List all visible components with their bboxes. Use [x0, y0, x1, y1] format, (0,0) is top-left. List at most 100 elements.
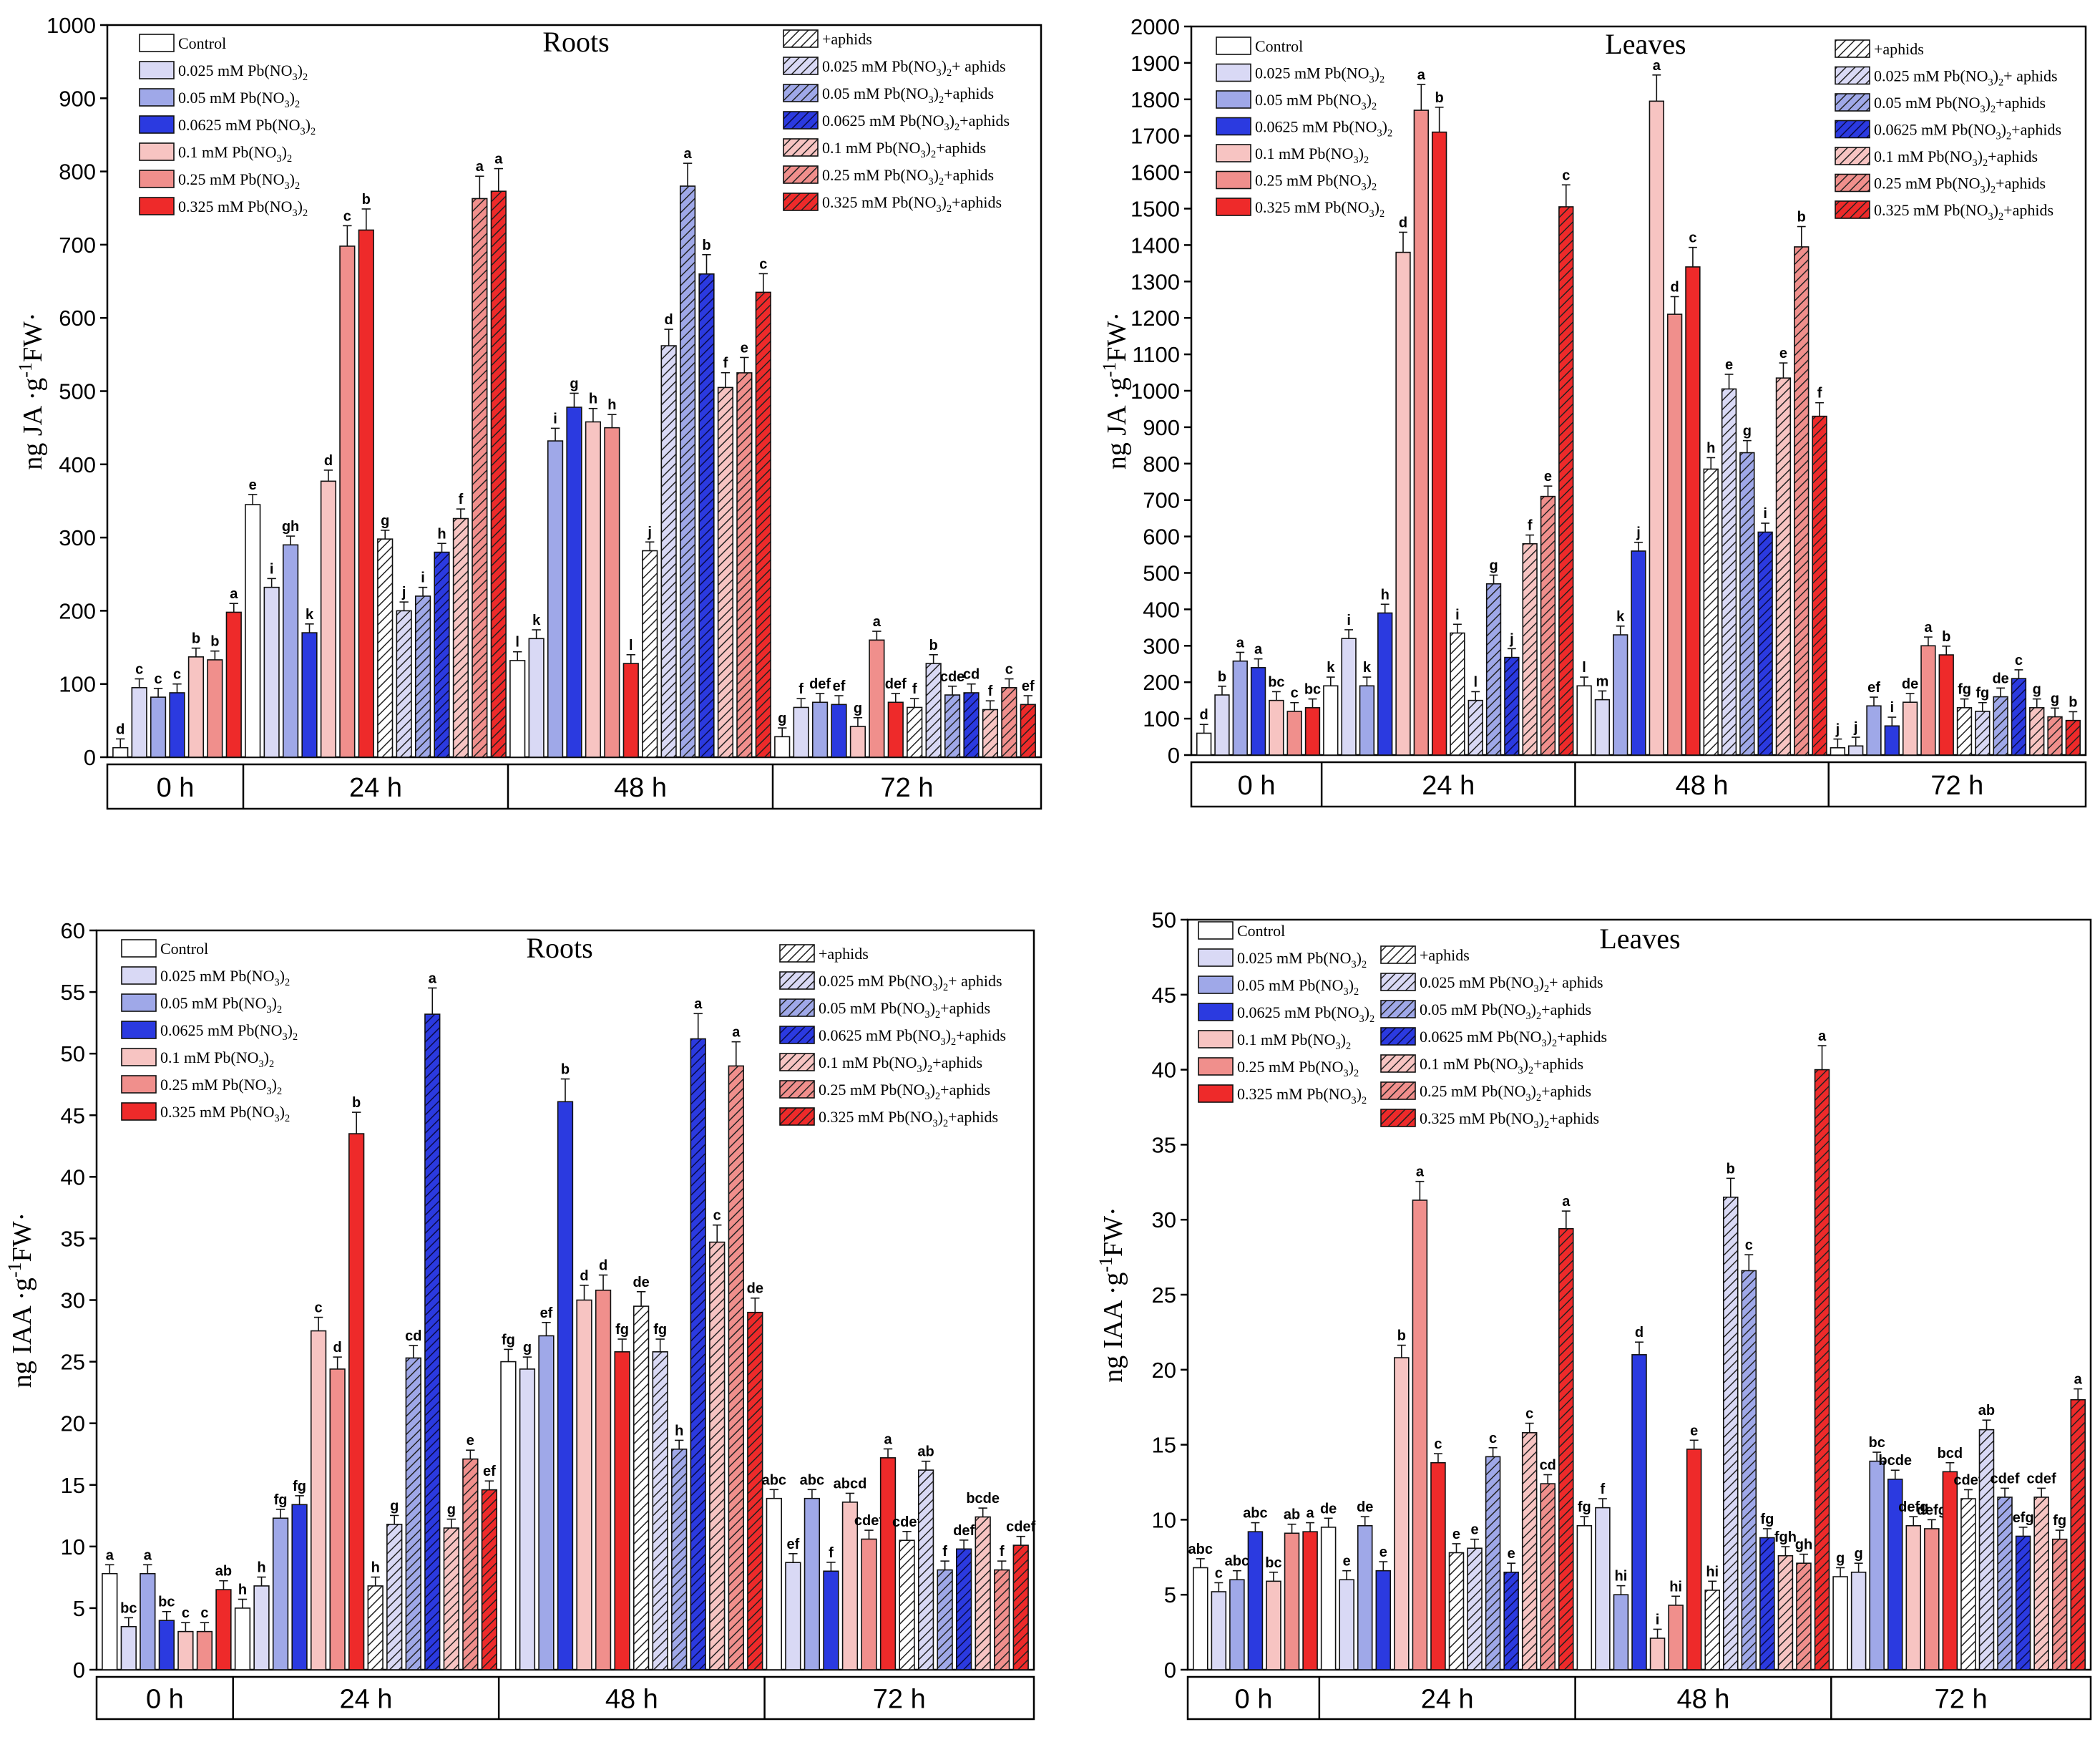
- bar: [1467, 1547, 1483, 1670]
- bar: [1320, 1527, 1337, 1670]
- significance-letter: g: [570, 376, 578, 391]
- bar: [1595, 1507, 1611, 1670]
- bar: [1993, 696, 2008, 756]
- bar: [887, 701, 904, 758]
- bar: [2029, 707, 2045, 756]
- significance-letter: abc: [800, 1472, 824, 1488]
- y-tick-label: 15: [1152, 1433, 1176, 1458]
- bar: [1450, 632, 1465, 756]
- bar: [329, 1368, 346, 1670]
- bar: [975, 1516, 991, 1670]
- legend-label: 0.025 mM Pb(NO3)2+ aphids: [819, 972, 1002, 993]
- bar: [140, 1572, 156, 1670]
- legend-label: 0.325 mM Pb(NO3)2+aphids: [822, 193, 1002, 215]
- significance-letter: i: [1347, 613, 1351, 628]
- bar: [1850, 1571, 1867, 1670]
- y-tick-label: 200: [1143, 670, 1180, 695]
- legend-swatch: [1380, 973, 1416, 991]
- bar: [367, 1585, 384, 1670]
- significance-letter: bcde: [966, 1491, 1000, 1507]
- y-tick-label: 500: [1143, 561, 1180, 586]
- significance-letter: e: [1779, 346, 1787, 361]
- y-tick-label: 700: [59, 233, 96, 258]
- time-label: 0 h: [1238, 771, 1276, 801]
- legend-label: 0.025 mM Pb(NO3)2+ aphids: [822, 57, 1006, 79]
- y-tick-label: 1500: [1130, 197, 1180, 222]
- y-tick-label: 25: [61, 1350, 85, 1375]
- significance-letter: c: [182, 1605, 190, 1621]
- significance-letter: b: [210, 634, 219, 650]
- legend-swatch: [1198, 1057, 1234, 1076]
- significance-letter: cdef: [1006, 1519, 1035, 1535]
- significance-letter: b: [702, 238, 710, 253]
- significance-letter: h: [257, 1560, 265, 1576]
- bar: [1540, 1483, 1556, 1670]
- significance-letter: k: [1616, 609, 1625, 625]
- bar: [1576, 685, 1592, 756]
- bar: [169, 692, 185, 758]
- significance-letter: g: [390, 1498, 399, 1514]
- legend-swatch: [121, 993, 157, 1012]
- significance-letter: g: [381, 513, 389, 529]
- chart-title: Roots: [526, 932, 592, 964]
- legend-label: 0.1 mM Pb(NO3)2+aphids: [1420, 1055, 1583, 1076]
- bar: [785, 1562, 801, 1670]
- legend-label: 0.05 mM Pb(NO3)2: [1237, 976, 1359, 998]
- bar: [1649, 100, 1664, 756]
- bar: [1975, 711, 1991, 756]
- y-tick-label: 700: [1143, 488, 1180, 513]
- significance-letter: ab: [215, 1564, 232, 1580]
- bar: [112, 746, 129, 758]
- significance-letter: c: [713, 1208, 721, 1224]
- bar: [963, 692, 980, 758]
- significance-letter: d: [324, 453, 333, 469]
- legend-swatch: [1216, 170, 1251, 190]
- legend-swatch: [783, 165, 819, 184]
- y-tick-label: 10: [61, 1534, 85, 1560]
- significance-letter: bcde: [1878, 1453, 1912, 1469]
- significance-letter: f: [459, 492, 464, 507]
- y-tick-label: 40: [1152, 1058, 1176, 1083]
- bar: [1247, 1531, 1264, 1670]
- legend-swatch: [1198, 921, 1234, 940]
- significance-letter: c: [173, 667, 181, 683]
- significance-letter: bc: [120, 1600, 137, 1616]
- significance-letter: b: [1218, 669, 1226, 685]
- y-axis-label: ng IAA ·g-1FW·: [4, 1212, 37, 1388]
- bar: [177, 1630, 194, 1670]
- significance-letter: c: [1562, 167, 1570, 183]
- bar: [310, 1330, 327, 1670]
- chart-title: Leaves: [1599, 923, 1680, 955]
- bar: [500, 1361, 517, 1670]
- legend-swatch: [779, 998, 815, 1017]
- legend-swatch: [1216, 37, 1251, 55]
- legend-label: 0.25 mM Pb(NO3)2: [160, 1076, 282, 1097]
- significance-letter: f: [988, 683, 993, 699]
- bar: [1193, 1567, 1208, 1670]
- significance-letter: e: [1379, 1544, 1387, 1560]
- significance-letter: b: [352, 1095, 361, 1111]
- significance-letter: fg: [293, 1479, 306, 1494]
- bar: [1266, 1580, 1281, 1670]
- legend-label: 0.0625 mM Pb(NO3)2: [1237, 1003, 1374, 1025]
- significance-letter: c: [1434, 1436, 1442, 1452]
- significance-letter: k: [306, 607, 314, 623]
- y-tick-label: 1600: [1130, 160, 1180, 185]
- significance-letter: b: [561, 1062, 570, 1078]
- y-tick-label: 1000: [47, 13, 96, 38]
- significance-letter: c: [200, 1605, 208, 1621]
- significance-letter: c: [1215, 1565, 1223, 1581]
- significance-letter: a: [1924, 620, 1933, 636]
- bar: [282, 544, 299, 758]
- legend-swatch: [121, 966, 157, 985]
- bar: [1703, 468, 1719, 756]
- legend-swatch: [1198, 1084, 1234, 1103]
- bar: [1558, 206, 1574, 756]
- legend-swatch: [121, 1048, 157, 1066]
- bar: [728, 1065, 744, 1670]
- bar: [944, 694, 961, 758]
- significance-letter: d: [116, 721, 124, 737]
- bar: [1812, 415, 1827, 756]
- significance-letter: fg: [2053, 1513, 2066, 1529]
